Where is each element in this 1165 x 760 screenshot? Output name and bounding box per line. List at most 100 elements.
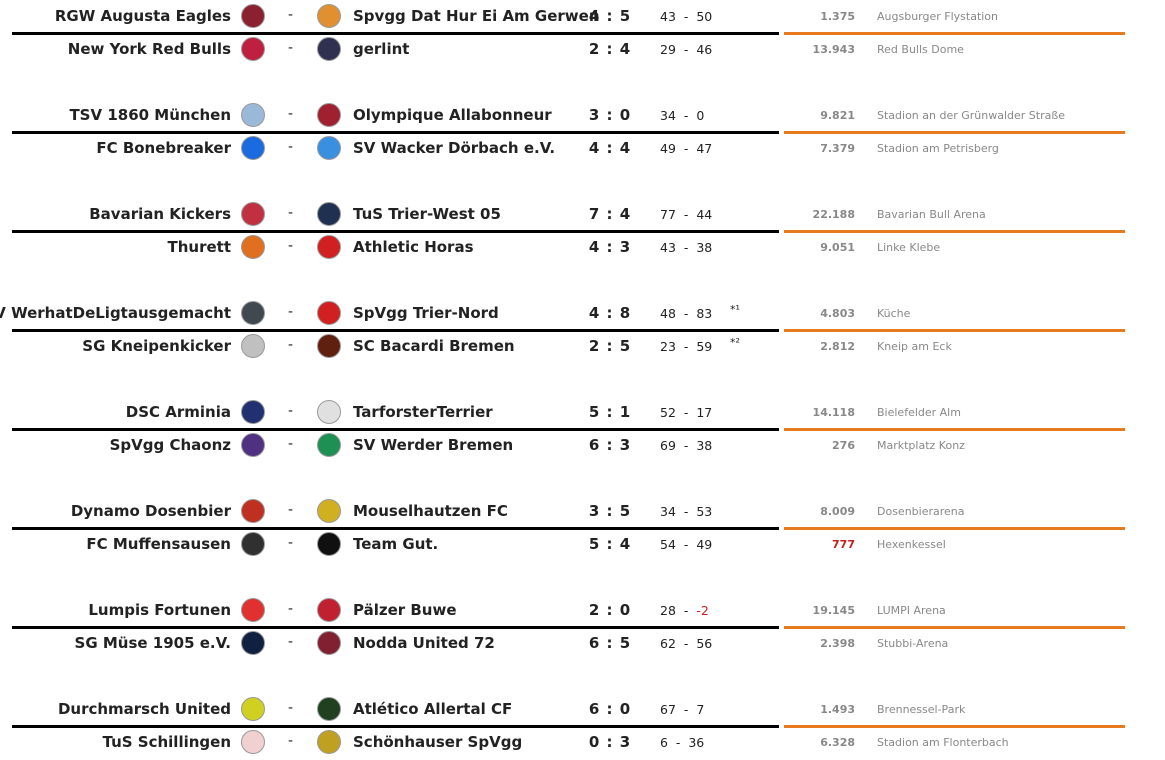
points: 43 - 38 xyxy=(660,240,713,255)
home-team-logo-icon xyxy=(241,631,265,655)
stadium: Kneip am Eck xyxy=(877,340,952,353)
home-team[interactable]: FC Muffensausen xyxy=(86,535,231,553)
away-team[interactable]: TarforsterTerrier xyxy=(353,403,493,421)
match-row: Durchmarsch United - Atlético Allertal C… xyxy=(0,693,1165,726)
points-away: 46 xyxy=(696,42,713,57)
away-team[interactable]: Schönhauser SpVgg xyxy=(353,733,523,751)
away-team-logo-icon xyxy=(317,136,341,160)
away-team[interactable]: Olympique Allabonneur xyxy=(353,106,552,124)
away-team[interactable]: Pälzer Buwe xyxy=(353,601,457,619)
home-team[interactable]: DSC Arminia xyxy=(125,403,231,421)
home-team[interactable]: FC Bonebreaker xyxy=(96,139,231,157)
match-row: SG Müse 1905 e.V. - Nodda United 72 6 : … xyxy=(0,627,1165,660)
divider-line xyxy=(12,725,779,728)
points: 43 - 50 xyxy=(660,9,713,24)
match-row: Thurett - Athletic Horas 4 : 3 43 - 38 9… xyxy=(0,231,1165,264)
away-team[interactable]: TuS Trier-West 05 xyxy=(353,205,501,223)
away-team[interactable]: Nodda United 72 xyxy=(353,634,495,652)
score: 5 : 1 xyxy=(588,403,632,421)
away-team[interactable]: Mouselhautzen FC xyxy=(353,502,508,520)
attendance: 9.821 xyxy=(820,109,855,122)
home-team[interactable]: Dynamo Dosenbier xyxy=(70,502,231,520)
home-team-logo-icon xyxy=(241,334,265,358)
score: 4 : 8 xyxy=(588,304,632,322)
points-away: 17 xyxy=(696,405,713,420)
attendance: 2.398 xyxy=(820,637,855,650)
versus-dash: - xyxy=(288,733,294,749)
score: 6 : 5 xyxy=(588,634,632,652)
versus-dash: - xyxy=(288,139,294,155)
versus-dash: - xyxy=(288,238,294,254)
points-home: 48 xyxy=(660,306,676,321)
score: 2 : 4 xyxy=(588,40,632,58)
versus-dash: - xyxy=(288,535,294,551)
away-team[interactable]: Spvgg Dat Hur Ei Am Gerwen xyxy=(353,7,600,25)
points: 29 - 46 xyxy=(660,42,713,57)
attendance: 276 xyxy=(832,439,855,452)
match-row: New York Red Bulls - gerlint 2 : 4 29 - … xyxy=(0,33,1165,66)
versus-dash: - xyxy=(288,634,294,650)
points-home: 43 xyxy=(660,9,676,24)
divider-line xyxy=(12,230,779,233)
versus-dash: - xyxy=(288,502,294,518)
score: 7 : 4 xyxy=(588,205,632,223)
home-team[interactable]: TSV 1860 München xyxy=(69,106,231,124)
away-team[interactable]: SC Bacardi Bremen xyxy=(353,337,515,355)
away-team[interactable]: Atlético Allertal CF xyxy=(353,700,513,718)
home-team[interactable]: Thurett xyxy=(167,238,231,256)
stadium: Bavarian Bull Arena xyxy=(877,208,986,221)
away-team-logo-icon xyxy=(317,532,341,556)
stadium: Brennessel-Park xyxy=(877,703,966,716)
match-row: SV WerhatDeLigtausgemacht - SpVgg Trier-… xyxy=(0,297,1165,330)
match-row: FC Muffensausen - Team Gut. 5 : 4 54 - 4… xyxy=(0,528,1165,561)
away-team-logo-icon xyxy=(317,37,341,61)
home-team[interactable]: Bavarian Kickers xyxy=(89,205,231,223)
home-team[interactable]: New York Red Bulls xyxy=(67,40,231,58)
home-team[interactable]: SG Kneipenkicker xyxy=(82,337,231,355)
versus-dash: - xyxy=(288,205,294,221)
away-team[interactable]: SpVgg Trier-Nord xyxy=(353,304,499,322)
away-team[interactable]: SV Wacker Dörbach e.V. xyxy=(353,139,556,157)
home-team-logo-icon xyxy=(241,103,265,127)
home-team[interactable]: RGW Augusta Eagles xyxy=(54,7,231,25)
versus-dash: - xyxy=(288,106,294,122)
points-home: 34 xyxy=(660,504,676,519)
divider-line-accent xyxy=(784,32,1125,35)
away-team[interactable]: Team Gut. xyxy=(353,535,439,553)
away-team-logo-icon xyxy=(317,631,341,655)
stadium: Augsburger Flystation xyxy=(877,10,999,23)
attendance: 1.493 xyxy=(820,703,855,716)
points: 6 - 36 xyxy=(660,735,705,750)
away-team[interactable]: gerlint xyxy=(353,40,410,58)
points-away: 7 xyxy=(696,702,705,717)
points-home: 23 xyxy=(660,339,676,354)
attendance: 777 xyxy=(832,538,855,551)
away-team-logo-icon xyxy=(317,433,341,457)
points-home: 77 xyxy=(660,207,676,222)
away-team-logo-icon xyxy=(317,235,341,259)
home-team[interactable]: SG Müse 1905 e.V. xyxy=(74,634,231,652)
home-team[interactable]: Lumpis Fortunen xyxy=(88,601,231,619)
stadium: Hexenkessel xyxy=(877,538,946,551)
home-team[interactable]: SV WerhatDeLigtausgemacht xyxy=(0,304,231,322)
points: 67 - 7 xyxy=(660,702,705,717)
score: 3 : 0 xyxy=(588,106,632,124)
match-row: SpVgg Chaonz - SV Werder Bremen 6 : 3 69… xyxy=(0,429,1165,462)
away-team[interactable]: SV Werder Bremen xyxy=(353,436,514,454)
score: 4 : 4 xyxy=(588,139,632,157)
home-team-logo-icon xyxy=(241,136,265,160)
score: 4 : 5 xyxy=(588,7,632,25)
away-team[interactable]: Athletic Horas xyxy=(353,238,474,256)
points: 34 - 53 xyxy=(660,504,713,519)
home-team[interactable]: SpVgg Chaonz xyxy=(109,436,231,454)
divider-line xyxy=(12,32,779,35)
score: 2 : 5 xyxy=(588,337,632,355)
away-team-logo-icon xyxy=(317,334,341,358)
points: 28 - -2 xyxy=(660,603,709,618)
home-team[interactable]: Durchmarsch United xyxy=(57,700,231,718)
attendance: 6.328 xyxy=(820,736,855,749)
home-team[interactable]: TuS Schillingen xyxy=(102,733,232,751)
stadium: Bielefelder Alm xyxy=(877,406,961,419)
footnote-marker: *¹ xyxy=(730,303,740,316)
match-row: TuS Schillingen - Schönhauser SpVgg 0 : … xyxy=(0,726,1165,759)
